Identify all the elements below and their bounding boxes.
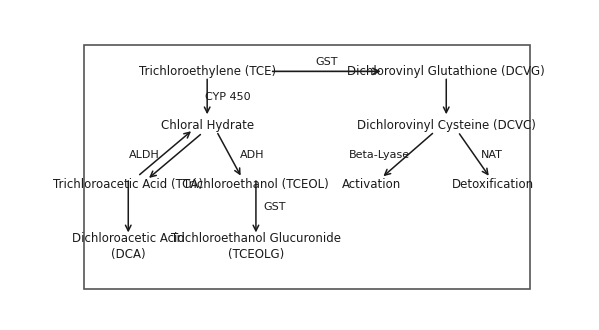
Text: Activation: Activation [343, 178, 401, 191]
Text: Chloral Hydrate: Chloral Hydrate [161, 119, 254, 132]
Text: Trichloroacetic Acid (TCA): Trichloroacetic Acid (TCA) [53, 178, 203, 191]
Text: GST: GST [316, 57, 338, 67]
Text: Trichloroethanol (TCEOL): Trichloroethanol (TCEOL) [183, 178, 329, 191]
Text: CYP 450: CYP 450 [205, 92, 251, 102]
FancyBboxPatch shape [84, 45, 530, 289]
Text: ADH: ADH [240, 149, 265, 160]
Text: Beta-Lyase: Beta-Lyase [349, 150, 410, 160]
Text: Detoxification: Detoxification [452, 178, 534, 191]
Text: ALDH: ALDH [129, 149, 160, 160]
Text: Dichlorovinyl Cysteine (DCVC): Dichlorovinyl Cysteine (DCVC) [357, 119, 536, 132]
Text: NAT: NAT [481, 150, 503, 160]
Text: Dichlorovinyl Glutathione (DCVG): Dichlorovinyl Glutathione (DCVG) [347, 65, 545, 78]
Text: Trichloroethylene (TCE): Trichloroethylene (TCE) [138, 65, 276, 78]
Text: GST: GST [263, 202, 286, 212]
Text: Trichloroethanol Glucuronide
(TCEOLG): Trichloroethanol Glucuronide (TCEOLG) [171, 232, 341, 261]
Text: Dichloroacetic Acid
(DCA): Dichloroacetic Acid (DCA) [72, 232, 184, 261]
